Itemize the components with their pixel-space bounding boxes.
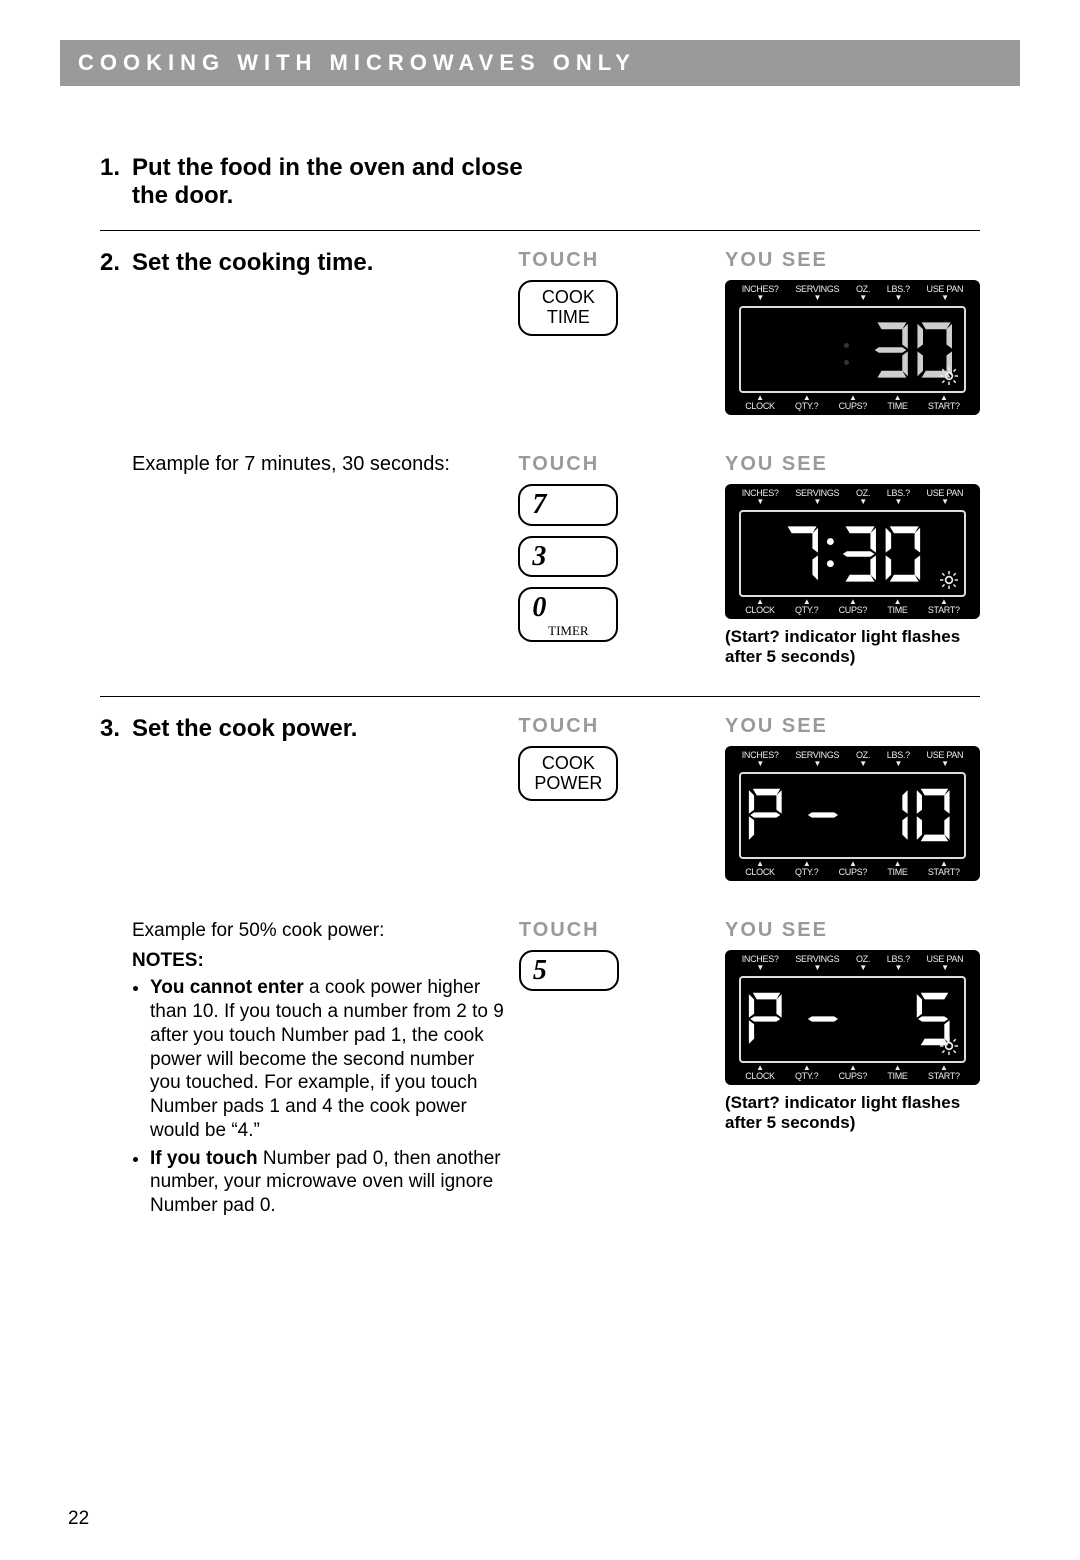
cook-power-button: COOKPOWER xyxy=(518,746,618,802)
you-see-label: You See xyxy=(725,249,980,272)
sunburst-icon xyxy=(938,367,960,389)
numpad-3-button: 3 xyxy=(518,536,618,578)
note1-bold: You cannot enter xyxy=(150,977,304,998)
lcd-bot-labels: ▲CLOCK▲QTY.?▲CUPS?▲TIME▲START? xyxy=(725,394,980,411)
lcd-top-labels: INCHES?▼SERVINGS▼OZ.▼LBS.?▼USE PAN▼ xyxy=(725,955,980,972)
notes-heading: NOTES: xyxy=(132,949,509,973)
step2-example-text: Example for 7 minutes, 30 seconds: xyxy=(100,453,508,476)
page-number: 22 xyxy=(68,1508,89,1530)
touch-label: Touch xyxy=(518,453,725,476)
divider xyxy=(100,230,980,231)
numpad-5-button: 5 xyxy=(519,950,619,992)
step3-num: 3. xyxy=(100,715,132,743)
lcd-display: INCHES?▼SERVINGS▼OZ.▼LBS.?▼USE PAN▼ ▲CLO… xyxy=(725,950,980,1085)
start-indicator-caption: (Start? indicator light flashes after 5 … xyxy=(725,627,980,668)
touch-label: Touch xyxy=(519,919,725,942)
touch-label: Touch xyxy=(518,249,725,272)
step1-title: Put the food in the oven and close the d… xyxy=(132,154,532,210)
lcd-top-labels: INCHES?▼SERVINGS▼OZ.▼LBS.?▼USE PAN▼ xyxy=(725,751,980,768)
touch-label: Touch xyxy=(518,715,725,738)
divider xyxy=(100,696,980,697)
start-indicator-caption: (Start? indicator light flashes after 5 … xyxy=(725,1093,980,1134)
step2-title: Set the cooking time. xyxy=(132,249,373,277)
numpad-0-button: 0 TIMER xyxy=(518,587,618,642)
lcd-top-labels: INCHES?▼SERVINGS▼OZ.▼LBS.?▼USE PAN▼ xyxy=(725,489,980,506)
lcd-top-labels: INCHES?▼SERVINGS▼OZ.▼LBS.?▼USE PAN▼ xyxy=(725,285,980,302)
sunburst-icon xyxy=(938,571,960,593)
section-header: Cooking With Microwaves Only xyxy=(60,40,1020,86)
cook-time-button: COOKTIME xyxy=(518,280,618,336)
you-see-label: You See xyxy=(725,715,980,738)
note2-bold: If you touch xyxy=(150,1148,258,1169)
you-see-label: You See xyxy=(725,919,980,942)
lcd-display: INCHES?▼SERVINGS▼OZ.▼LBS.?▼USE PAN▼ ▲CLO… xyxy=(725,280,980,415)
you-see-label: You See xyxy=(725,453,980,476)
step2-num: 2. xyxy=(100,249,132,277)
numpad-7-button: 7 xyxy=(518,484,618,526)
lcd-display: INCHES?▼SERVINGS▼OZ.▼LBS.?▼USE PAN▼ ▲CLO… xyxy=(725,484,980,619)
numpad-0-digit: 0 xyxy=(532,592,546,623)
note1-text: a cook power higher than 10. If you touc… xyxy=(150,977,504,1141)
lcd-bot-labels: ▲CLOCK▲QTY.?▲CUPS?▲TIME▲START? xyxy=(725,598,980,615)
lcd-display: INCHES?▼SERVINGS▼OZ.▼LBS.?▼USE PAN▼ ▲CLO… xyxy=(725,746,980,881)
sunburst-icon xyxy=(938,1037,960,1059)
step3-title: Set the cook power. xyxy=(132,715,357,743)
step1-num: 1. xyxy=(100,154,132,182)
lcd-bot-labels: ▲CLOCK▲QTY.?▲CUPS?▲TIME▲START? xyxy=(725,1064,980,1081)
note-item: If you touch Number pad 0, then another … xyxy=(150,1147,509,1218)
timer-sublabel: TIMER xyxy=(532,623,604,639)
step3-example-text: Example for 50% cook power: xyxy=(132,919,509,943)
note-item: You cannot enter a cook power higher tha… xyxy=(150,976,509,1142)
lcd-bot-labels: ▲CLOCK▲QTY.?▲CUPS?▲TIME▲START? xyxy=(725,860,980,877)
